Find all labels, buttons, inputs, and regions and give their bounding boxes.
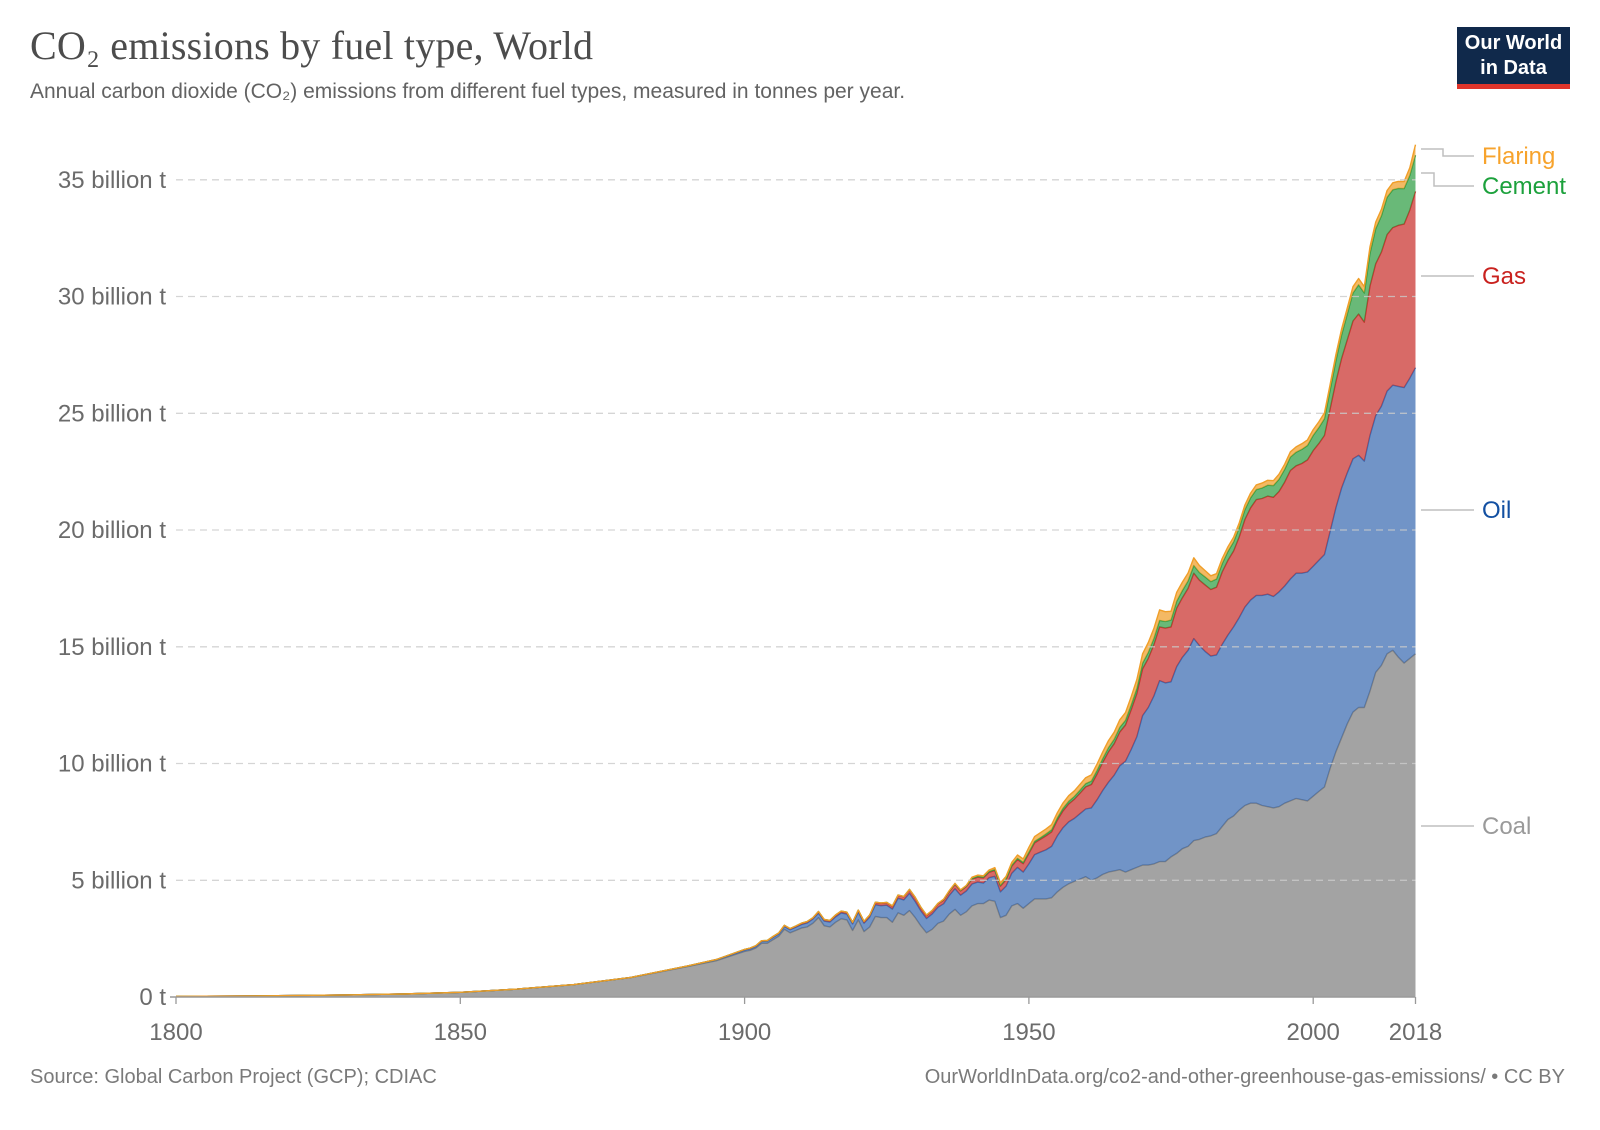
y-axis-label-15: 15 billion t [58,634,166,661]
y-axis-label-5: 5 billion t [71,867,166,894]
area-coal[interactable] [176,650,1416,997]
y-axis-label-30: 30 billion t [58,284,166,311]
x-axis-label-1900: 1900 [718,1019,771,1046]
legend-label-oil[interactable]: Oil [1482,497,1511,524]
stacked-area-chart: 0 t 5 billion t 10 billion t 15 billion t 20… [58,143,1566,1046]
y-axis-label-10: 10 billion t [58,751,166,778]
x-axis-label-1950: 1950 [1002,1019,1055,1046]
x-axis-label-2000: 2000 [1287,1019,1340,1046]
owid-logo: Our World in Data [1457,27,1570,89]
chart-subtitle: Annual carbon dioxide (CO₂) emissions fr… [30,80,906,103]
source-note: Source: Global Carbon Project (GCP); CDI… [30,1066,437,1088]
legend-label-cement[interactable]: Cement [1482,173,1566,200]
area-outline-flaring [175,144,1417,997]
owid-logo-line1: Our World [1464,31,1563,54]
area-oil[interactable] [176,367,1416,997]
x-axis-label-2018: 2018 [1389,1019,1442,1046]
y-axis-label-0: 0 t [139,984,166,1011]
legend-label-gas[interactable]: Gas [1482,263,1526,290]
legend-label-coal[interactable]: Coal [1482,813,1531,840]
y-axis-label-25: 25 billion t [58,400,166,427]
legend-label-flaring[interactable]: Flaring [1482,143,1555,170]
page-title: CO₂ emissions by fuel type, World [30,23,594,68]
x-axis-label-1850: 1850 [434,1019,487,1046]
legend-connector-cement [1421,172,1474,187]
x-axis-label-1800: 1800 [149,1019,202,1046]
legend-connector-flaring [1421,148,1474,157]
owid-logo-line2: in Data [1480,56,1547,79]
license-note: OurWorldInData.org/co2-and-other-greenho… [924,1066,1565,1088]
chart-area: 0 t 5 billion t 10 billion t 15 billion t 20… [58,143,1566,1046]
y-axis-label-20: 20 billion t [58,517,166,544]
y-axis-label-35: 35 billion t [58,167,166,194]
